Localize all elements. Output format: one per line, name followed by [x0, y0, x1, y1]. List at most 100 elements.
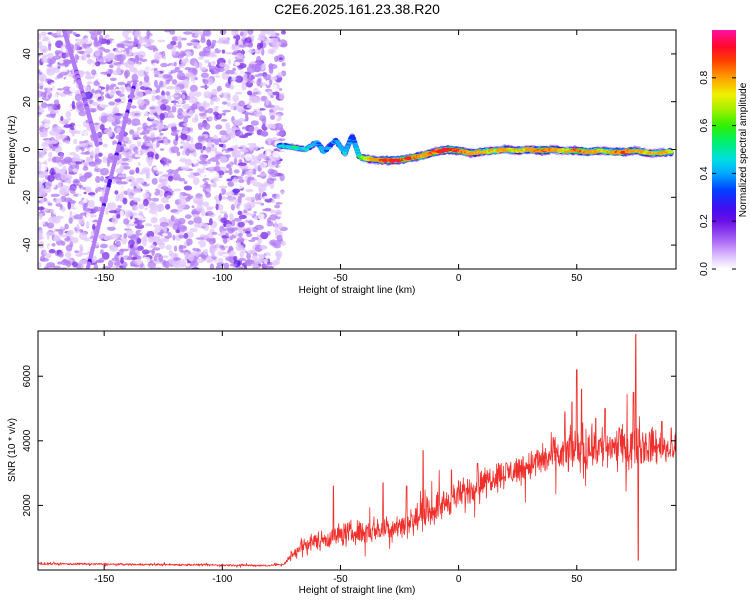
noise-cell	[70, 185, 77, 192]
noise-cell	[205, 146, 211, 154]
noise-cell	[268, 67, 274, 74]
noise-cell	[126, 86, 131, 93]
noise-cell	[239, 165, 249, 169]
noise-cell	[208, 116, 214, 121]
noise-cell	[103, 65, 109, 72]
noise-cell	[164, 55, 172, 58]
noise-cell	[41, 170, 48, 177]
noise-cell	[123, 232, 128, 239]
noise-cell	[120, 162, 129, 166]
noise-cell	[233, 106, 237, 111]
noise-cell	[194, 76, 198, 81]
noise-cell	[72, 261, 78, 268]
noise-cell	[191, 157, 198, 164]
noise-cell	[218, 37, 222, 43]
noise-cell	[218, 204, 224, 212]
noise-cell	[165, 86, 176, 90]
noise-cell	[88, 99, 94, 105]
noise-cell	[64, 223, 69, 230]
noise-cell	[55, 226, 60, 230]
noise-cell	[119, 43, 125, 48]
noise-cell	[219, 155, 228, 164]
noise-cell	[266, 177, 275, 185]
noise-cell	[120, 181, 128, 185]
noise-cell	[184, 57, 189, 64]
noise-cell	[172, 234, 176, 241]
noise-cell	[73, 138, 78, 145]
noise-cell	[44, 185, 52, 193]
noise-cell	[197, 122, 206, 128]
noise-cell	[65, 244, 73, 252]
noise-cell	[206, 238, 213, 243]
noise-cell	[45, 113, 55, 118]
noise-cell	[98, 152, 103, 157]
noise-cell	[69, 152, 77, 156]
streak-cell	[94, 142, 100, 147]
noise-cell	[218, 62, 226, 67]
noise-cell	[269, 239, 279, 246]
noise-cell	[49, 140, 58, 145]
noise-cell	[182, 78, 190, 86]
noise-cell	[256, 78, 261, 87]
noise-cell	[219, 244, 225, 249]
noise-cell	[228, 245, 234, 251]
noise-cell	[68, 217, 73, 224]
noise-cell	[276, 132, 283, 136]
noise-cell	[46, 222, 55, 229]
noise-cell	[130, 188, 138, 195]
noise-cell	[203, 122, 211, 130]
noise-cell	[272, 194, 278, 199]
noise-cell	[250, 120, 259, 126]
noise-cell	[131, 204, 139, 211]
noise-cell	[44, 221, 49, 225]
noise-cell	[218, 143, 224, 148]
noise-cell	[230, 105, 234, 111]
noise-cell	[227, 181, 235, 187]
noise-cell	[249, 213, 255, 217]
noise-cell	[159, 148, 165, 151]
noise-cell	[88, 161, 97, 167]
noise-cell	[236, 183, 244, 190]
noise-cell	[38, 233, 42, 241]
noise-cell	[79, 228, 84, 233]
noise-cell	[220, 112, 226, 116]
noise-cell	[184, 50, 192, 57]
noise-cell	[271, 84, 278, 93]
noise-cell	[130, 105, 137, 109]
noise-cell	[75, 100, 84, 108]
noise-cell	[170, 215, 175, 222]
noise-cell	[209, 146, 218, 152]
noise-cell	[65, 251, 72, 259]
noise-cell	[84, 85, 91, 93]
noise-cell	[172, 188, 182, 192]
noise-cell	[115, 168, 124, 174]
noise-cell	[59, 152, 64, 160]
noise-cell	[171, 36, 179, 42]
noise-cell	[162, 180, 168, 186]
noise-cell	[164, 37, 170, 44]
noise-cell	[108, 210, 118, 214]
noise-cell	[63, 156, 73, 164]
noise-cell	[274, 204, 281, 209]
noise-cell	[247, 76, 252, 84]
noise-cell	[159, 242, 165, 249]
ridge-cell	[344, 147, 350, 150]
noise-cell	[267, 104, 275, 108]
noise-cell	[126, 119, 132, 125]
noise-cell	[148, 188, 156, 194]
noise-cell	[127, 151, 133, 155]
noise-cell	[232, 188, 241, 194]
noise-cell	[138, 36, 143, 44]
noise-cell	[238, 178, 245, 184]
noise-cell	[119, 209, 124, 217]
noise-cell	[38, 229, 44, 236]
noise-cell	[279, 173, 285, 182]
noise-cell	[45, 253, 52, 259]
noise-cell	[203, 248, 209, 256]
noise-cell	[141, 33, 146, 38]
noise-cell	[267, 137, 272, 146]
noise-cell	[253, 215, 259, 220]
noise-cell	[181, 249, 185, 254]
noise-cell	[194, 91, 202, 97]
noise-cell	[69, 162, 77, 165]
